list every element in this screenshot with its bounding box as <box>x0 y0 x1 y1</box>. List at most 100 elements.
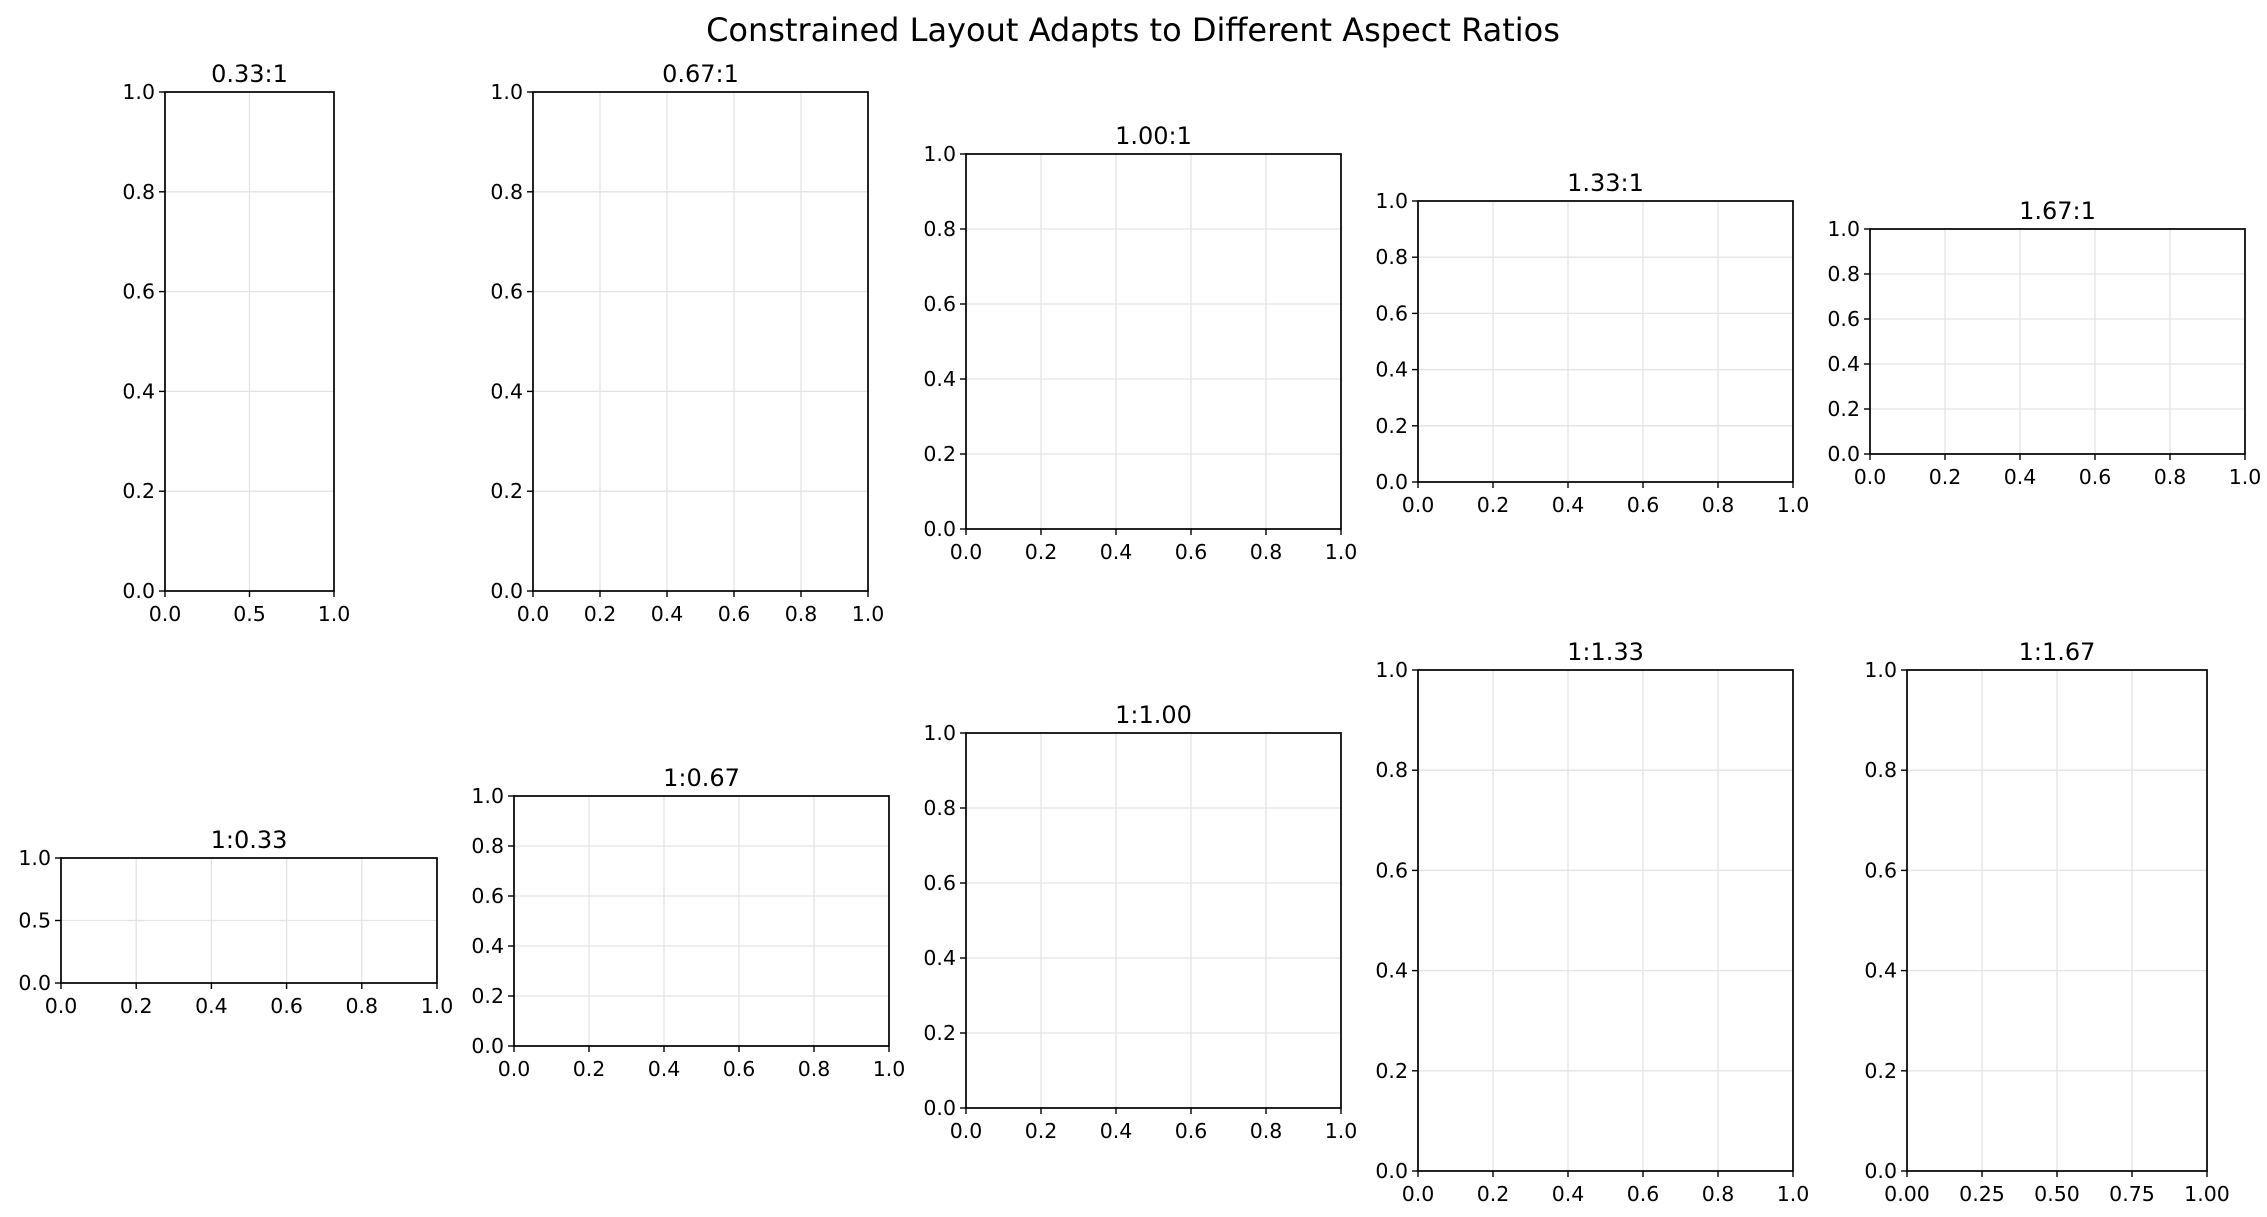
subplot-grid: 0.0 0.5 1.0 0.0 0.2 0.4 0.6 0.8 1.0 0.33:1 0.0 0.2 0… <box>18 60 2261 1206</box>
y-tick-label: 0.6 <box>1375 301 1408 325</box>
plot-frame <box>1417 200 1794 483</box>
x-tick-label: 0.6 <box>1627 1182 1660 1206</box>
y-tick-label: 0.8 <box>923 796 956 820</box>
x-tick-label: 1.0 <box>421 994 454 1018</box>
x-tick-label: 0.2 <box>1025 1119 1058 1143</box>
y-tick-label: 1.0 <box>122 80 155 104</box>
y-tick-label: 0.4 <box>1375 358 1408 382</box>
y-tick-label: 0.4 <box>923 946 956 970</box>
subplot-title: 1.00:1 <box>1115 122 1192 150</box>
x-tick-label: 0.2 <box>1477 1182 1510 1206</box>
x-tick-label: 0.0 <box>149 602 182 626</box>
x-tick-label: 0.8 <box>1702 1182 1735 1206</box>
x-tick-label: 0.8 <box>345 994 378 1018</box>
y-tick-label: 0.0 <box>122 579 155 603</box>
y-tick-label: 0.6 <box>923 292 956 316</box>
y-tick-label: 0.2 <box>490 479 523 503</box>
subplot-title: 1:1.33 <box>1567 638 1644 666</box>
x-tick-label: 1.0 <box>1325 1119 1358 1143</box>
y-tick-label: 0.2 <box>923 442 956 466</box>
x-tick-label: 0.5 <box>233 602 266 626</box>
x-tick-label: 0.8 <box>798 1057 831 1081</box>
plot-frame <box>513 795 890 1047</box>
subplot-title: 1.67:1 <box>2019 197 2096 225</box>
y-tick-label: 0.0 <box>18 971 51 995</box>
y-tick-label: 1.0 <box>1375 189 1408 213</box>
x-tick-label: 0.00 <box>1884 1182 1930 1206</box>
y-tick-label: 0.0 <box>923 1096 956 1120</box>
x-tick-label: 0.6 <box>718 602 751 626</box>
x-tick-label: 0.0 <box>1402 1182 1435 1206</box>
x-tick-label: 0.4 <box>1100 1119 1133 1143</box>
y-tick-label: 0.4 <box>1375 959 1408 983</box>
x-tick-label: 1.0 <box>1777 1182 1810 1206</box>
y-tick-label: 1.0 <box>923 142 956 166</box>
x-tick-label: 1.0 <box>873 1057 906 1081</box>
subplot-1: 0.0 0.5 1.0 0.0 0.2 0.4 0.6 0.8 1.0 0.33:1 <box>122 60 350 626</box>
y-tick-label: 0.0 <box>1375 1159 1408 1183</box>
x-tick-label: 0.2 <box>584 602 617 626</box>
y-tick-label: 0.0 <box>1375 470 1408 494</box>
y-tick-label: 0.4 <box>122 379 155 403</box>
y-tick-label: 0.0 <box>1827 442 1860 466</box>
subplot-title: 1.33:1 <box>1567 169 1644 197</box>
x-tick-label: 0.2 <box>120 994 153 1018</box>
y-tick-label: 0.6 <box>471 884 504 908</box>
x-tick-label: 0.0 <box>498 1057 531 1081</box>
y-tick-label: 0.8 <box>122 180 155 204</box>
y-tick-label: 0.8 <box>1827 262 1860 286</box>
y-tick-label: 0.2 <box>471 984 504 1008</box>
x-tick-label: 1.00 <box>2184 1182 2230 1206</box>
subplot-9: 0.0 0.2 0.4 0.6 0.8 1.0 0.0 0.2 0.4 0.6 0.8 1.0 1:1.… <box>1375 638 1809 1206</box>
y-tick-label: 0.6 <box>1864 858 1897 882</box>
y-tick-label: 0.8 <box>490 180 523 204</box>
x-tick-label: 0.8 <box>2154 465 2187 489</box>
y-tick-label: 0.2 <box>923 1021 956 1045</box>
y-tick-label: 1.0 <box>490 80 523 104</box>
x-tick-label: 1.0 <box>318 602 351 626</box>
y-tick-label: 0.2 <box>1864 1059 1897 1083</box>
y-tick-label: 0.2 <box>1375 414 1408 438</box>
y-tick-label: 0.8 <box>1864 758 1897 782</box>
y-tick-label: 0.4 <box>1827 352 1860 376</box>
y-tick-label: 0.8 <box>923 217 956 241</box>
x-tick-label: 0.6 <box>723 1057 756 1081</box>
y-tick-label: 0.4 <box>471 934 504 958</box>
y-tick-label: 0.5 <box>18 909 51 933</box>
y-tick-label: 0.6 <box>923 871 956 895</box>
y-tick-label: 0.4 <box>490 379 523 403</box>
plot-frame <box>1869 228 2246 455</box>
subplot-7: 0.0 0.2 0.4 0.6 0.8 1.0 0.0 0.2 0.4 0.6 0.8 1.0 1:0.… <box>471 764 905 1081</box>
x-tick-label: 0.0 <box>1854 465 1887 489</box>
subplot-5: 0.0 0.2 0.4 0.6 0.8 1.0 0.0 0.2 0.4 0.6 0.8 1.0 1.67… <box>1827 197 2261 489</box>
x-tick-label: 0.75 <box>2109 1182 2155 1206</box>
x-tick-label: 0.4 <box>1552 1182 1585 1206</box>
y-tick-label: 1.0 <box>471 784 504 808</box>
subplot-title: 1:0.33 <box>211 826 288 854</box>
y-tick-label: 1.0 <box>1827 217 1860 241</box>
subplot-title: 0.67:1 <box>662 60 739 88</box>
x-tick-label: 0.4 <box>1552 493 1585 517</box>
y-tick-label: 0.6 <box>1827 307 1860 331</box>
y-tick-label: 0.0 <box>471 1034 504 1058</box>
x-tick-label: 0.0 <box>950 540 983 564</box>
y-tick-label: 1.0 <box>1375 658 1408 682</box>
x-tick-label: 0.2 <box>573 1057 606 1081</box>
x-tick-label: 0.0 <box>517 602 550 626</box>
x-tick-label: 1.0 <box>1325 540 1358 564</box>
subplot-title: 1:1.67 <box>2019 638 2096 666</box>
y-tick-label: 0.6 <box>490 280 523 304</box>
subplot-4: 0.0 0.2 0.4 0.6 0.8 1.0 0.0 0.2 0.4 0.6 0.8 1.0 1.33… <box>1375 169 1809 517</box>
x-tick-label: 0.6 <box>1627 493 1660 517</box>
x-tick-label: 0.4 <box>195 994 228 1018</box>
subplot-title: 0.33:1 <box>211 60 288 88</box>
x-tick-label: 0.6 <box>1175 540 1208 564</box>
figure-title: Constrained Layout Adapts to Different A… <box>706 11 1560 49</box>
x-tick-label: 1.0 <box>2229 465 2262 489</box>
x-tick-label: 0.50 <box>2034 1182 2080 1206</box>
y-tick-label: 0.8 <box>1375 245 1408 269</box>
y-tick-label: 1.0 <box>1864 658 1897 682</box>
y-tick-label: 0.2 <box>1827 397 1860 421</box>
subplot-10: 0.00 0.25 0.50 0.75 1.00 0.0 0.2 0.4 0.6 0.8 1.0 1:… <box>1864 638 2229 1206</box>
